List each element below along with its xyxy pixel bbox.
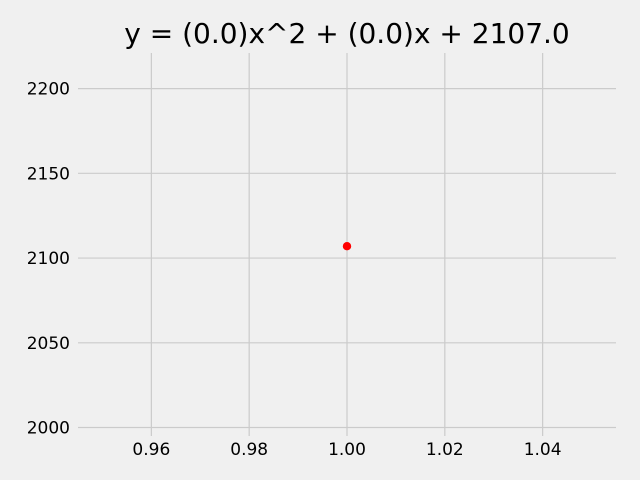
y-tick-label: 2200 xyxy=(27,80,70,100)
y-tick-label: 2050 xyxy=(27,334,70,354)
chart-title: y = (0.0)x^2 + (0.0)x + 2107.0 xyxy=(124,17,570,50)
tick-labels: 0.96 0.98 1.00 1.02 1.04 2000 2050 2100 2150 2200 xyxy=(27,80,562,460)
x-tick-label: 1.00 xyxy=(328,440,366,460)
x-tick-label: 0.96 xyxy=(132,440,170,460)
x-tick-label: 1.02 xyxy=(426,440,464,460)
y-tick-label: 2150 xyxy=(27,164,70,184)
data-points xyxy=(342,241,352,251)
y-tick-label: 2000 xyxy=(27,419,70,439)
data-point xyxy=(342,241,352,251)
x-tick-label: 0.98 xyxy=(230,440,268,460)
grid-lines xyxy=(78,53,616,436)
y-tick-label: 2100 xyxy=(27,249,70,269)
x-tick-label: 1.04 xyxy=(524,440,562,460)
